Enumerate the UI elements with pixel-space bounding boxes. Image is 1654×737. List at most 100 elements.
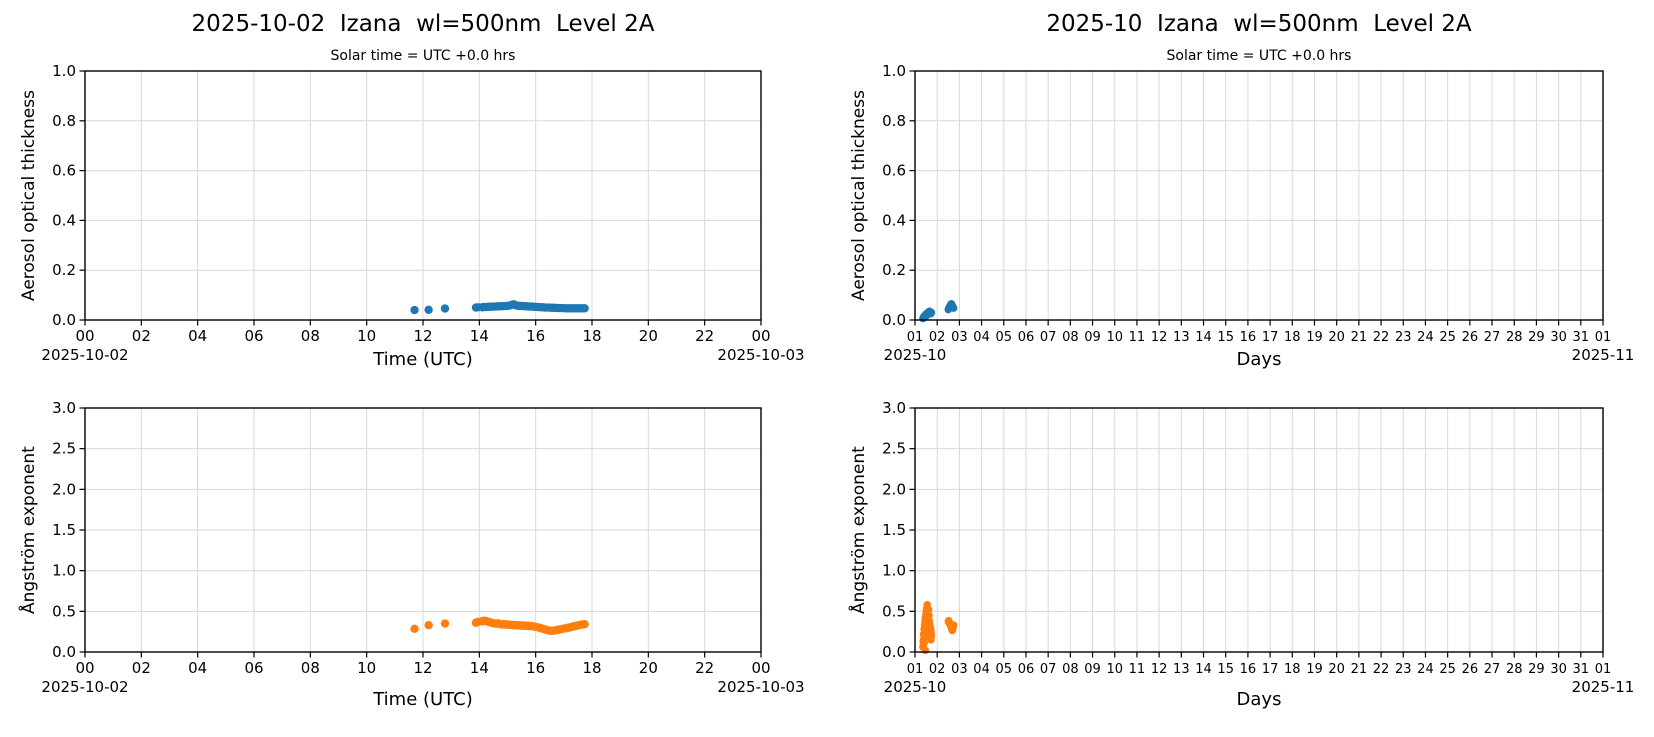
x-tick-label: 03 bbox=[951, 330, 968, 345]
axis-ticks: 01 02 03 04 05 06 07 08 09 10 11 12 13 14 15 16 17 18 19 20… bbox=[882, 62, 1611, 345]
data-point bbox=[925, 611, 933, 620]
gridlines bbox=[914, 407, 1604, 653]
y-tick-label: 3.0 bbox=[882, 399, 906, 417]
x-tick-label: 13 bbox=[1173, 662, 1190, 677]
daily-aot-xlabel: Time (UTC) bbox=[373, 349, 473, 370]
data-point bbox=[440, 619, 450, 628]
axis-ticks: 00 02 04 06 08 10 12 14 16 18 20 22 000.00.51.01.52.… bbox=[52, 399, 770, 677]
y-tick-label: 0.6 bbox=[882, 162, 906, 180]
x-tick-label: 18 bbox=[582, 327, 601, 345]
axis-ticks: 01 02 03 04 05 06 07 08 09 10 11 12 13 14 15 16 17 18 19 20… bbox=[882, 399, 1611, 677]
x-tick-label: 05 bbox=[996, 662, 1013, 677]
x-tick-label: 01 bbox=[1595, 330, 1612, 345]
x-tick-label: 01 bbox=[907, 662, 924, 677]
y-tick-label: 0.0 bbox=[882, 643, 906, 661]
x-end-date-label: 2025-11 bbox=[1572, 678, 1635, 696]
x-tick-label: 06 bbox=[1018, 330, 1035, 345]
monthly-angstrom-plot: 01 02 03 04 05 06 07 08 09 10 11 12 13 14 15 16 17 18 19 20… bbox=[882, 399, 1634, 696]
x-tick-label: 19 bbox=[1306, 330, 1323, 345]
x-tick-label: 01 bbox=[907, 330, 924, 345]
data-point bbox=[920, 638, 929, 647]
x-tick-label: 14 bbox=[1195, 662, 1212, 677]
x-tick-label: 30 bbox=[1550, 662, 1567, 677]
x-tick-label: 12 bbox=[1151, 330, 1168, 345]
daily-aot-canvas: 00 02 04 06 08 10 12 14 16 18 20 22 000.00.20.40.60.… bbox=[41, 62, 804, 364]
x-tick-label: 23 bbox=[1395, 662, 1412, 677]
daily-aot-ylabel: Aerosol optical thickness bbox=[19, 90, 39, 301]
monthly-angstrom-xlabel: Days bbox=[1236, 689, 1282, 710]
x-tick-label: 06 bbox=[244, 327, 263, 345]
x-tick-label: 10 bbox=[357, 327, 376, 345]
daily-angstrom-canvas: 00 02 04 06 08 10 12 14 16 18 20 22 000.00.51.01.52.… bbox=[41, 399, 804, 696]
x-tick-label: 08 bbox=[301, 327, 320, 345]
x-tick-label: 03 bbox=[951, 662, 968, 677]
x-tick-label: 29 bbox=[1528, 330, 1545, 345]
data-points bbox=[919, 601, 958, 655]
x-tick-label: 20 bbox=[639, 659, 658, 677]
x-tick-label: 22 bbox=[1373, 662, 1390, 677]
data-point bbox=[424, 620, 433, 630]
y-tick-label: 2.5 bbox=[882, 440, 906, 458]
y-tick-label: 0.2 bbox=[882, 261, 906, 279]
y-tick-label: 0.4 bbox=[52, 211, 76, 229]
x-tick-label: 06 bbox=[1018, 662, 1035, 677]
data-point bbox=[410, 624, 419, 634]
x-tick-label: 04 bbox=[188, 327, 207, 345]
x-start-date-label: 2025-10-02 bbox=[41, 678, 128, 696]
x-end-date-label: 2025-11 bbox=[1572, 346, 1635, 364]
gridlines bbox=[84, 407, 762, 653]
data-point bbox=[949, 621, 958, 629]
monthly-aot-plot: 01 02 03 04 05 06 07 08 09 10 11 12 13 14 15 16 17 18 19 20… bbox=[882, 62, 1634, 364]
x-tick-label: 14 bbox=[1195, 330, 1212, 345]
gridlines bbox=[84, 70, 762, 321]
x-tick-label: 22 bbox=[695, 327, 714, 345]
y-tick-label: 0.4 bbox=[882, 211, 906, 229]
data-point bbox=[424, 305, 433, 314]
x-tick-label: 05 bbox=[996, 330, 1013, 345]
gridlines bbox=[914, 70, 1604, 321]
y-tick-label: 0.5 bbox=[52, 602, 76, 620]
daily-angstrom-xlabel: Time (UTC) bbox=[373, 689, 473, 710]
x-tick-label: 09 bbox=[1084, 330, 1101, 345]
x-start-date-label: 2025-10 bbox=[884, 346, 947, 364]
y-tick-label: 1.0 bbox=[882, 562, 906, 580]
y-tick-label: 2.0 bbox=[52, 480, 76, 498]
y-tick-label: 1.0 bbox=[52, 562, 76, 580]
y-tick-label: 1.5 bbox=[52, 521, 76, 539]
x-tick-label: 17 bbox=[1262, 330, 1279, 345]
x-tick-label: 08 bbox=[1062, 662, 1079, 677]
x-tick-label: 31 bbox=[1573, 330, 1590, 345]
x-tick-label: 11 bbox=[1129, 330, 1146, 345]
x-tick-label: 29 bbox=[1528, 662, 1545, 677]
x-tick-label: 25 bbox=[1439, 330, 1456, 345]
x-tick-label: 22 bbox=[695, 659, 714, 677]
x-tick-label: 04 bbox=[973, 662, 990, 677]
x-tick-label: 25 bbox=[1439, 662, 1456, 677]
x-tick-label: 08 bbox=[301, 659, 320, 677]
x-tick-label: 20 bbox=[1328, 330, 1345, 345]
x-tick-label: 21 bbox=[1351, 662, 1368, 677]
y-tick-label: 2.0 bbox=[882, 480, 906, 498]
monthly-aot-ylabel: Aerosol optical thickness bbox=[849, 90, 869, 301]
y-tick-label: 0.8 bbox=[882, 112, 906, 130]
data-point bbox=[440, 304, 450, 313]
x-tick-label: 22 bbox=[1373, 330, 1390, 345]
x-tick-label: 27 bbox=[1484, 662, 1501, 677]
axes-frame bbox=[914, 70, 1604, 321]
data-point bbox=[580, 619, 589, 629]
x-tick-label: 23 bbox=[1395, 330, 1412, 345]
x-end-date-label: 2025-10-03 bbox=[717, 346, 804, 364]
x-tick-label: 10 bbox=[1106, 662, 1123, 677]
x-tick-label: 02 bbox=[929, 330, 946, 345]
data-points bbox=[919, 300, 958, 323]
x-tick-label: 16 bbox=[526, 327, 545, 345]
y-tick-label: 1.0 bbox=[882, 62, 906, 80]
x-tick-label: 14 bbox=[470, 327, 489, 345]
data-point bbox=[921, 646, 930, 655]
daily-plot-title: 2025-10-02 Izana wl=500nm Level 2A bbox=[191, 11, 655, 37]
x-tick-label: 30 bbox=[1550, 330, 1567, 345]
data-point bbox=[924, 605, 933, 614]
x-tick-label: 21 bbox=[1351, 330, 1368, 345]
x-tick-label: 26 bbox=[1462, 662, 1479, 677]
